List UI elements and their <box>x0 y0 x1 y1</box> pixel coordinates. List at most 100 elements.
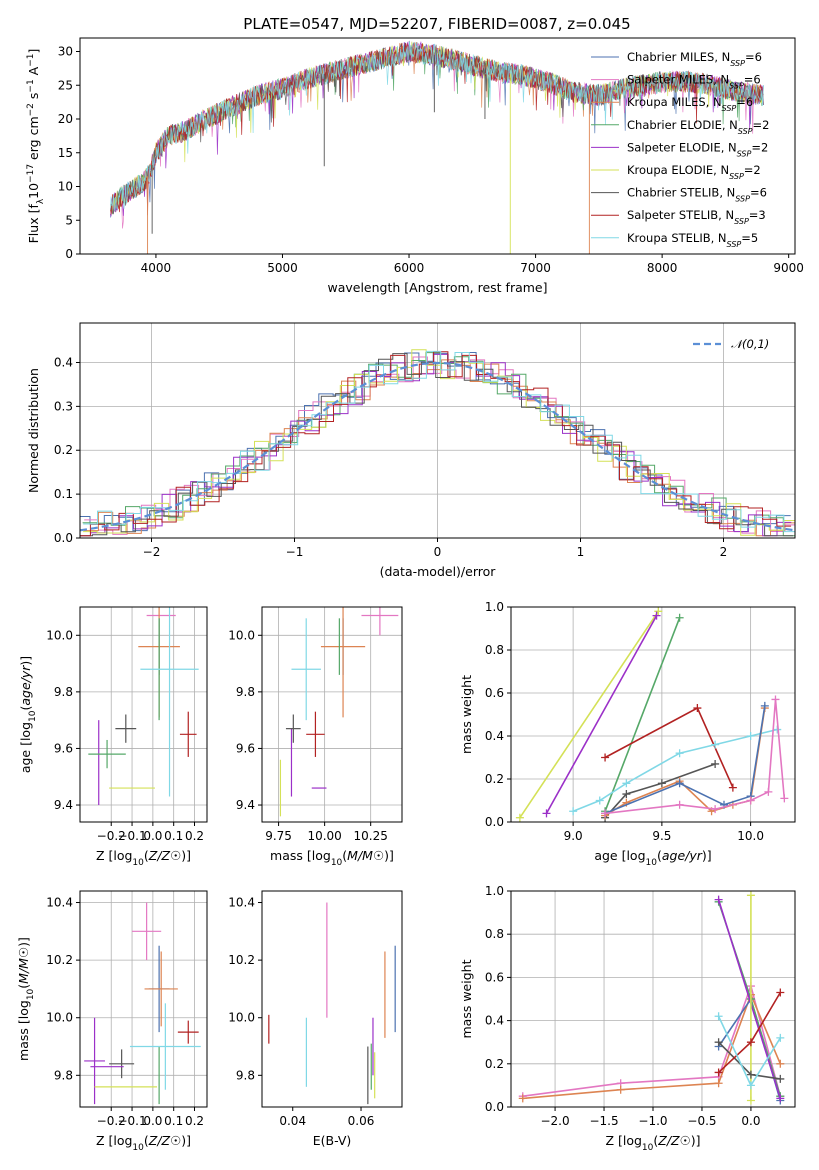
weight-point <box>760 701 769 710</box>
legend-text: Salpeter MILES, N <box>627 73 729 87</box>
y-axis-label-part: mass [log <box>16 1000 31 1061</box>
weight-point <box>675 779 684 788</box>
weight-line <box>604 763 716 819</box>
histogram-series <box>84 356 795 535</box>
x-tick-label: 10.25 <box>354 829 388 843</box>
weight-point <box>714 1079 723 1088</box>
x-tick-label: −0.2 <box>97 1114 126 1128</box>
legend-sub: SSP <box>735 194 750 203</box>
plot-area <box>279 607 399 817</box>
y-tick-label: 0.1 <box>54 487 73 501</box>
x-axis-label-part: Z/Z☉ <box>148 1133 182 1148</box>
x-tick-label: 0.2 <box>185 1114 204 1128</box>
panel-residuals: −2 −1 0 1 2 0.0 0.1 0.2 0.3 0.4 (data-model)/error… <box>26 322 796 579</box>
panel-age-z: −0.2−0.10.0 0.1 0.29.49.69.810.0Z [log10(Z… <box>18 606 208 868</box>
y-tick-label: 9.6 <box>54 741 73 755</box>
x-tick-label: 0.0 <box>143 1114 162 1128</box>
x-tick-label: 9.75 <box>265 829 292 843</box>
legend-text: Kroupa STELIB, N <box>627 231 727 245</box>
legend-value: =3 <box>749 208 766 222</box>
y-axis-label-part: A <box>26 66 41 79</box>
x-axis-label-part: wavelength [Angstrom, rest frame] <box>327 280 547 295</box>
weight-point <box>622 790 631 799</box>
y-tick-label: 10.0 <box>46 628 73 642</box>
legend-text: Kroupa ELODIE, N <box>627 163 729 177</box>
y-tick-label: 10.2 <box>228 953 255 967</box>
y-tick-label: 9.4 <box>54 798 73 812</box>
weight-line <box>604 617 681 812</box>
y-axis-label-part: Normed distribution <box>26 368 41 493</box>
weight-point <box>711 740 720 749</box>
x-axis-label: mass [log10(M/M☉)] <box>270 848 394 868</box>
weight-point <box>776 1059 785 1068</box>
legend-value: =5 <box>741 231 758 245</box>
x-tick-label: −2 <box>143 545 161 559</box>
y-axis-label: mass weight <box>459 959 474 1038</box>
weight-point <box>601 753 610 762</box>
x-axis-label: age [log10(age/yr)] <box>594 848 711 868</box>
legend-sub: SSP <box>729 172 744 181</box>
x-axis-label-part: 10 <box>646 858 658 868</box>
x-tick-label: 0.2 <box>185 829 204 843</box>
spectrum-line <box>110 43 764 215</box>
spectrum-line <box>110 41 764 212</box>
legend-sub: SSP <box>729 81 744 90</box>
y-tick-label: 0.4 <box>485 729 504 743</box>
x-tick-label: 0.04 <box>279 1114 306 1128</box>
x-tick-label: 0.1 <box>164 829 183 843</box>
y-axis-label-part: ] <box>26 49 41 54</box>
weight-line <box>519 610 659 819</box>
x-axis-label-part: ( <box>653 1133 658 1148</box>
x-axis-label-part: age [log <box>594 848 645 863</box>
weight-point <box>657 779 666 788</box>
x-tick-label: −0.5 <box>687 1114 716 1128</box>
x-tick-label: −1.0 <box>638 1114 667 1128</box>
y-tick-label: 9.8 <box>54 685 73 699</box>
y-tick-label: 20 <box>58 112 73 126</box>
plot-area <box>110 40 764 254</box>
x-axis-label: Z [log10(Z/Z☉)] <box>605 1133 700 1153</box>
y-axis-label-part: )] <box>18 656 33 666</box>
weight-line <box>522 983 782 1097</box>
x-axis-label-part: E(B-V) <box>313 1133 352 1148</box>
y-axis-label: mass weight <box>459 675 474 754</box>
x-tick-label: 9000 <box>773 261 804 275</box>
y-axis-label-part: −1 <box>26 54 36 67</box>
x-axis-label-part: Z/Z☉ <box>148 848 182 863</box>
weight-point <box>595 796 604 805</box>
y-tick-label: 0.4 <box>485 1014 504 1028</box>
y-axis-label: mass [log10(M/M☉)] <box>16 937 36 1061</box>
weight-point <box>675 613 684 622</box>
x-axis-label-part: ( <box>342 848 347 863</box>
x-axis-label-part: Z [log <box>605 1133 641 1148</box>
weight-point <box>711 805 720 814</box>
weight-line <box>717 899 782 1099</box>
weight-point <box>601 809 610 818</box>
weight-point <box>569 807 578 816</box>
legend-sub: SSP <box>727 239 742 248</box>
x-axis-label-part: 10 <box>132 1143 144 1153</box>
y-tick-label: 0.0 <box>485 815 504 829</box>
panels: 4000 5000 6000 7000 8000 9000051015202530wave… <box>16 37 804 1153</box>
x-axis-label-part: Z [log <box>96 848 132 863</box>
x-axis-label-part: ( <box>144 848 149 863</box>
x-axis-label-part: M/M☉ <box>347 848 384 863</box>
x-tick-label: −2.0 <box>540 1114 569 1128</box>
y-tick-label: 0.0 <box>485 1100 504 1114</box>
legend-value: =6 <box>736 95 753 109</box>
y-tick-label: 0.4 <box>54 355 73 369</box>
y-axis-label-part: ( <box>16 984 31 989</box>
y-tick-label: 0.2 <box>485 1057 504 1071</box>
y-axis-label-part: Flux [f <box>26 204 41 244</box>
plot-area <box>518 891 785 1105</box>
weight-point <box>654 607 663 616</box>
legend-text: Salpeter STELIB, N <box>627 208 734 222</box>
weight-point <box>746 1096 755 1105</box>
x-axis-label-part: )] <box>181 848 191 863</box>
legend-sub: SSP <box>734 217 749 226</box>
weight-point <box>764 787 773 796</box>
axes-frame <box>79 322 796 539</box>
weight-point <box>746 1081 755 1090</box>
x-axis-label-part: )] <box>384 848 394 863</box>
y-tick-label: 0.2 <box>485 772 504 786</box>
